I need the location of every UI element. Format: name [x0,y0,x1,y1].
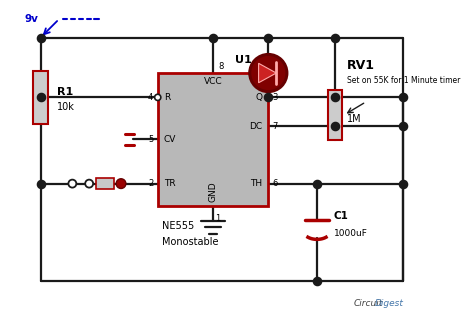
Text: VCC: VCC [204,77,222,86]
Point [264,95,272,100]
Point [400,123,407,129]
Text: 5: 5 [148,135,153,144]
Polygon shape [259,63,276,83]
Text: 6: 6 [273,179,278,188]
Text: Digest: Digest [374,299,403,308]
Point [400,181,407,186]
Point [400,95,407,100]
Text: C1: C1 [334,211,349,221]
Point [313,278,321,284]
FancyBboxPatch shape [158,73,268,206]
Text: 1000uF: 1000uF [334,229,368,238]
Text: NE555: NE555 [162,221,194,231]
Point [209,35,217,40]
Text: CV: CV [164,135,176,144]
Text: Circuit: Circuit [354,299,383,308]
Text: 10k: 10k [57,102,75,112]
Text: R: R [164,93,170,102]
Bar [34,71,47,124]
Text: 9v: 9v [25,14,38,24]
Circle shape [155,94,161,100]
Point [264,35,272,40]
Text: 3: 3 [273,93,278,102]
Point [36,181,44,186]
Text: GND: GND [209,182,218,202]
Bar [96,178,114,189]
Text: 1: 1 [215,214,220,223]
Text: TR: TR [164,179,175,188]
Text: 7: 7 [273,122,278,130]
Point [36,35,44,40]
Point [331,95,338,100]
Circle shape [116,179,126,189]
Text: 2: 2 [148,179,153,188]
Text: DC: DC [249,122,262,130]
Text: TH: TH [250,179,262,188]
Point [331,35,338,40]
Text: 4: 4 [148,93,153,102]
Text: R1: R1 [57,87,73,97]
Point [313,181,321,186]
Point [36,95,44,100]
Bar [328,89,342,141]
Circle shape [68,180,76,188]
Text: RV1: RV1 [347,59,375,72]
Text: 8: 8 [219,62,224,71]
Text: U1: U1 [235,55,252,65]
Point [331,123,338,129]
Text: 1M: 1M [347,114,362,124]
Circle shape [85,180,93,188]
Text: Monostable: Monostable [162,237,219,247]
Text: Q: Q [255,93,262,102]
Circle shape [250,55,287,92]
Text: Set on 55K for 1 Minute timer: Set on 55K for 1 Minute timer [347,76,460,85]
